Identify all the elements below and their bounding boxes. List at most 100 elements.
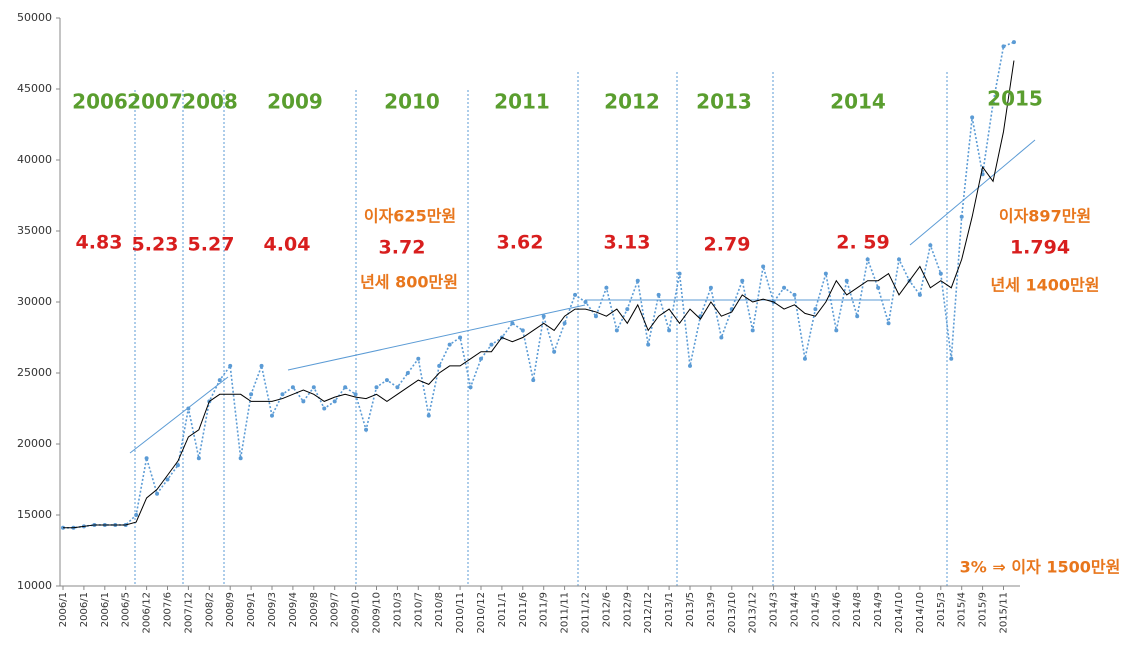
data-point bbox=[458, 335, 463, 340]
data-point bbox=[625, 307, 630, 312]
data-point bbox=[667, 328, 672, 333]
x-tick-label: 2009/8 bbox=[309, 592, 320, 627]
data-point bbox=[792, 292, 797, 297]
y-tick-label: 50000 bbox=[17, 11, 52, 24]
data-point bbox=[688, 363, 692, 368]
x-tick-label: 2006/12 bbox=[142, 592, 153, 634]
data-point bbox=[395, 385, 400, 390]
data-point bbox=[855, 314, 860, 319]
data-point bbox=[374, 385, 379, 390]
annotation: 2.79 bbox=[704, 234, 751, 256]
x-tick-label: 2010/3 bbox=[392, 592, 403, 627]
trend-line bbox=[287, 304, 586, 371]
x-tick-label: 2011/6 bbox=[518, 592, 529, 627]
x-tick-label: 2006/5 bbox=[121, 592, 132, 627]
data-point bbox=[949, 356, 954, 361]
year-dividers bbox=[134, 72, 948, 586]
annotation: 2007 bbox=[127, 90, 183, 114]
data-point bbox=[259, 363, 264, 368]
x-tick-label: 2011/11 bbox=[560, 592, 571, 634]
annotation: 4.04 bbox=[264, 234, 311, 256]
data-point bbox=[886, 321, 891, 326]
annotation: 2009 bbox=[267, 90, 323, 114]
data-point bbox=[802, 356, 807, 361]
x-tick-label: 2014/5 bbox=[810, 592, 821, 627]
data-point bbox=[959, 214, 964, 219]
data-point bbox=[719, 335, 724, 340]
data-point bbox=[1001, 44, 1006, 49]
annotation: 년세 800만원 bbox=[360, 273, 458, 292]
x-tick-label: 2011/12 bbox=[581, 592, 592, 634]
x-tick-label: 2009/10 bbox=[372, 592, 383, 634]
x-tick-label: 2008/9 bbox=[225, 592, 236, 627]
data-point bbox=[468, 385, 473, 390]
data-point bbox=[479, 356, 483, 361]
data-point bbox=[343, 385, 348, 390]
data-point bbox=[928, 243, 933, 248]
data-point bbox=[144, 456, 149, 461]
data-point bbox=[437, 363, 442, 368]
data-point bbox=[813, 307, 818, 312]
y-tick-label: 35000 bbox=[17, 224, 52, 237]
x-tick-label: 2014/4 bbox=[790, 592, 801, 627]
x-tick-label: 2009/1 bbox=[246, 592, 257, 627]
x-tick-label: 2014/3 bbox=[769, 592, 780, 627]
annotation: 2008 bbox=[182, 90, 238, 114]
x-tick-label: 2007/6 bbox=[163, 592, 174, 627]
annotation: 3.13 bbox=[604, 232, 651, 254]
annotation: 년세 1400만원 bbox=[991, 276, 1100, 295]
data-point bbox=[656, 292, 661, 297]
x-tick-label: 2009/7 bbox=[330, 592, 341, 627]
data-point bbox=[332, 399, 337, 404]
x-tick-label: 2015/9 bbox=[978, 592, 989, 627]
x-tick-label: 2010/7 bbox=[413, 592, 424, 627]
annotation: 3% ⇒ 이자 1500만원 bbox=[960, 558, 1121, 577]
data-point bbox=[635, 278, 640, 283]
data-point bbox=[405, 371, 410, 375]
annotation: 2006 bbox=[72, 90, 128, 114]
annotation: 2013 bbox=[696, 90, 752, 114]
data-point bbox=[583, 300, 588, 304]
x-tick-label: 2012/12 bbox=[643, 592, 654, 634]
data-point bbox=[750, 328, 755, 333]
data-point bbox=[196, 456, 201, 461]
x-tick-label: 2013/10 bbox=[727, 592, 738, 634]
data-point bbox=[573, 292, 578, 297]
x-tick-label: 2010/12 bbox=[476, 592, 487, 634]
y-tick-label: 15000 bbox=[17, 508, 52, 521]
annotation: 1.794 bbox=[1010, 237, 1070, 259]
data-point bbox=[782, 285, 787, 290]
trend-line bbox=[909, 139, 1036, 246]
data-point bbox=[238, 456, 243, 461]
x-tick-label: 2006/1 bbox=[58, 592, 69, 627]
annotation: 4.83 bbox=[76, 232, 123, 254]
data-point bbox=[353, 392, 358, 397]
x-tick-label: 2014/10 bbox=[894, 592, 905, 634]
x-tick-label: 2014/9 bbox=[873, 592, 884, 627]
data-point bbox=[823, 271, 828, 276]
data-point bbox=[761, 264, 766, 269]
data-point bbox=[604, 285, 609, 290]
x-tick-label: 2011/9 bbox=[539, 592, 550, 627]
data-point bbox=[447, 342, 452, 347]
x-tick-label: 2008/2 bbox=[204, 592, 215, 627]
x-tick-label: 2013/9 bbox=[706, 592, 717, 627]
data-point bbox=[593, 314, 598, 319]
annotation: 2012 bbox=[604, 90, 660, 114]
annotation: 이자897만원 bbox=[999, 207, 1091, 226]
data-point bbox=[865, 257, 870, 262]
data-point bbox=[541, 314, 546, 319]
x-tick-label: 2010/8 bbox=[434, 592, 445, 627]
annotation: 2. 59 bbox=[836, 232, 890, 254]
data-point bbox=[322, 406, 327, 411]
x-tick-label: 2015/11 bbox=[999, 592, 1010, 634]
data-point bbox=[897, 257, 901, 262]
y-tick-label: 30000 bbox=[17, 295, 52, 308]
annotation: 3.62 bbox=[497, 232, 544, 254]
data-point bbox=[938, 271, 943, 276]
x-tick-label: 2015/3 bbox=[936, 592, 947, 627]
data-point bbox=[970, 115, 975, 120]
data-point bbox=[416, 356, 421, 361]
annotation: 2015 bbox=[987, 87, 1043, 111]
